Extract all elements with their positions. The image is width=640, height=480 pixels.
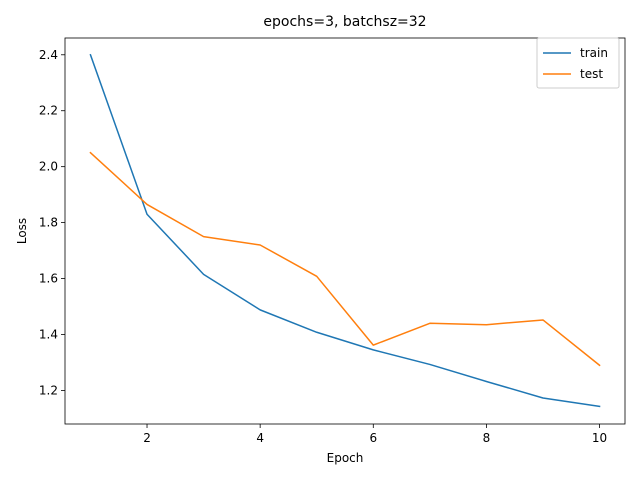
x-axis-ticks: 2 4 6 8 10 (143, 424, 607, 445)
x-tick-label: 6 (369, 431, 377, 445)
x-tick-label: 8 (483, 431, 491, 445)
y-axis-ticks: 1.2 1.4 1.6 1.8 2.0 2.2 2.4 (39, 48, 65, 397)
legend: train test (536, 37, 620, 89)
x-axis-label: Epoch (327, 451, 364, 465)
y-tick-label: 1.8 (39, 216, 58, 230)
x-tick-label: 2 (143, 431, 151, 445)
y-tick-label: 2.4 (39, 48, 58, 62)
x-tick-label: 10 (592, 431, 607, 445)
y-tick-label: 1.2 (39, 383, 58, 397)
y-tick-label: 2.0 (39, 160, 58, 174)
legend-label-train: train (580, 46, 608, 60)
y-tick-label: 1.6 (39, 272, 58, 286)
legend-box (536, 37, 620, 89)
series-layer (89, 53, 601, 408)
y-tick-label: 1.4 (39, 327, 58, 341)
x-tick-label: 4 (256, 431, 264, 445)
chart-title: epochs=3, batchsz=32 (263, 14, 426, 30)
legend-label-test: test (580, 67, 603, 81)
series-line-train (89, 53, 601, 408)
axes-frame (64, 37, 626, 425)
series-line-test (89, 151, 601, 367)
plot-area (64, 37, 626, 425)
y-axis-label: Loss (15, 218, 29, 244)
y-tick-label: 2.2 (39, 104, 58, 118)
